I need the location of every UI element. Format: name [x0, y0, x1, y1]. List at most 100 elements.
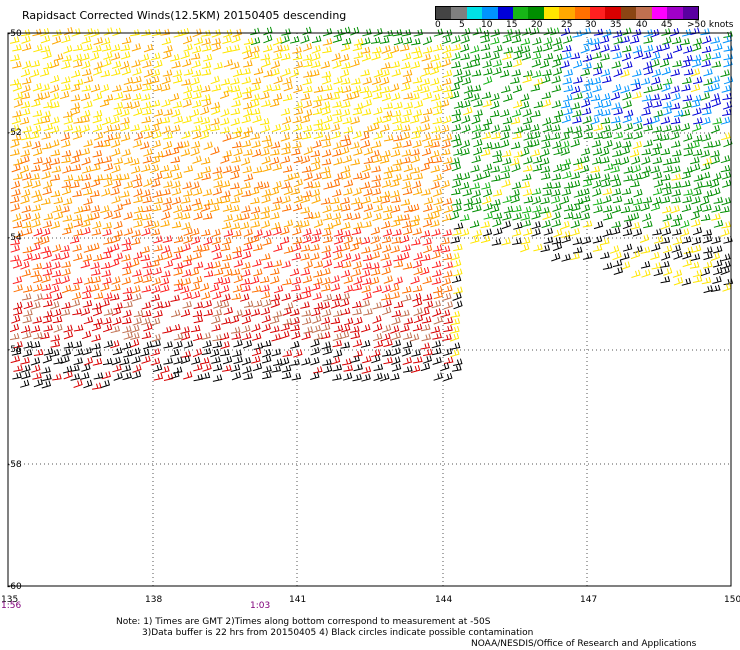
wind-barb: [173, 115, 184, 124]
wind-barb: [283, 246, 294, 254]
wind-barb: [360, 181, 371, 190]
wind-barb: [380, 68, 390, 78]
wind-barb: [233, 274, 243, 284]
wind-barb: [402, 173, 413, 181]
wind-barb: [361, 163, 372, 173]
wind-barb: [230, 326, 241, 334]
wind-barb: [692, 43, 702, 52]
wind-barb: [361, 373, 371, 382]
wind-barb: [82, 253, 93, 262]
wind-barb: [310, 181, 321, 189]
wind-barb: [400, 124, 411, 132]
wind-barb: [171, 252, 182, 261]
wind-barb: [153, 196, 164, 205]
wind-barb: [293, 61, 304, 69]
wind-barb: [111, 60, 122, 69]
wind-barb: [41, 366, 51, 374]
wind-barb: [582, 252, 593, 260]
wind-barb: [233, 309, 243, 318]
wind-barb: [561, 234, 571, 244]
wind-barb: [293, 220, 303, 228]
wind-barb: [710, 149, 720, 158]
wind-barb: [222, 254, 232, 262]
wind-barb: [291, 284, 301, 292]
wind-barb: [361, 53, 372, 62]
wind-barb: [361, 246, 371, 254]
wind-barb: [671, 196, 681, 204]
wind-barb: [593, 61, 603, 70]
wind-barb: [413, 356, 423, 364]
wind-barb: [650, 58, 660, 68]
wind-barb: [701, 116, 711, 126]
wind-barb: [181, 78, 191, 86]
wind-barb: [520, 236, 531, 245]
wind-barb: [92, 110, 103, 118]
wind-barb: [410, 203, 420, 213]
wind-barb: [680, 122, 691, 132]
wind-barb: [680, 219, 690, 229]
wind-barb: [632, 228, 643, 237]
wind-barb: [139, 53, 150, 62]
wind-barb: [62, 227, 72, 235]
wind-barb: [542, 43, 553, 52]
wind-barb: [483, 211, 493, 220]
wind-barb: [303, 211, 314, 220]
wind-barb: [232, 126, 243, 134]
wind-barb: [360, 69, 370, 77]
wind-barb: [702, 229, 713, 237]
wind-barb: [343, 126, 354, 134]
wind-barb: [171, 221, 182, 229]
wind-barb: [420, 123, 431, 132]
wind-barb: [491, 174, 501, 182]
wind-barb: [352, 130, 362, 140]
wind-barb: [672, 213, 683, 221]
wind-barb: [641, 269, 651, 278]
wind-barb: [622, 243, 633, 252]
wind-barb: [220, 243, 231, 252]
wind-barb: [342, 372, 353, 381]
wind-barb: [439, 125, 450, 133]
wind-barb: [640, 77, 651, 86]
wind-barb: [600, 68, 611, 77]
wind-barb: [630, 180, 640, 188]
wind-barb: [31, 364, 41, 373]
wind-barb: [142, 155, 153, 164]
wind-barb: [281, 371, 292, 380]
wind-barb: [102, 316, 112, 325]
wind-barb: [482, 228, 493, 237]
wind-barb: [551, 84, 562, 93]
wind-barb: [532, 37, 542, 46]
wind-barb: [413, 307, 423, 317]
wind-barb: [603, 212, 613, 221]
wind-barb: [40, 116, 51, 124]
wind-barb: [70, 94, 81, 102]
wind-barb: [663, 267, 673, 276]
wind-barb: [251, 77, 262, 85]
wind-barb: [672, 44, 683, 53]
wind-barb: [413, 51, 423, 60]
wind-barb: [162, 235, 173, 243]
wind-barb: [421, 316, 432, 324]
wind-barb: [31, 179, 41, 189]
wind-barb: [430, 210, 440, 220]
wind-barb: [391, 219, 401, 228]
legend-swatch-14: [651, 7, 668, 19]
wind-barb: [190, 77, 200, 86]
wind-barb: [322, 365, 333, 374]
wind-barb: [323, 222, 334, 230]
wind-barb: [252, 362, 263, 372]
wind-barb: [72, 149, 82, 158]
wind-barb: [32, 82, 43, 92]
wind-barb: [431, 340, 442, 349]
legend-swatch-9: [574, 7, 591, 19]
wind-barb: [229, 315, 240, 324]
wind-barb: [503, 93, 513, 102]
wind-barb: [652, 125, 663, 133]
wind-barb: [252, 259, 262, 267]
wind-barb: [340, 269, 351, 278]
wind-barb: [561, 188, 572, 196]
wind-barb: [412, 284, 423, 293]
wind-barb: [563, 107, 573, 116]
wind-barb: [212, 251, 223, 260]
wind-barb: [232, 130, 242, 140]
